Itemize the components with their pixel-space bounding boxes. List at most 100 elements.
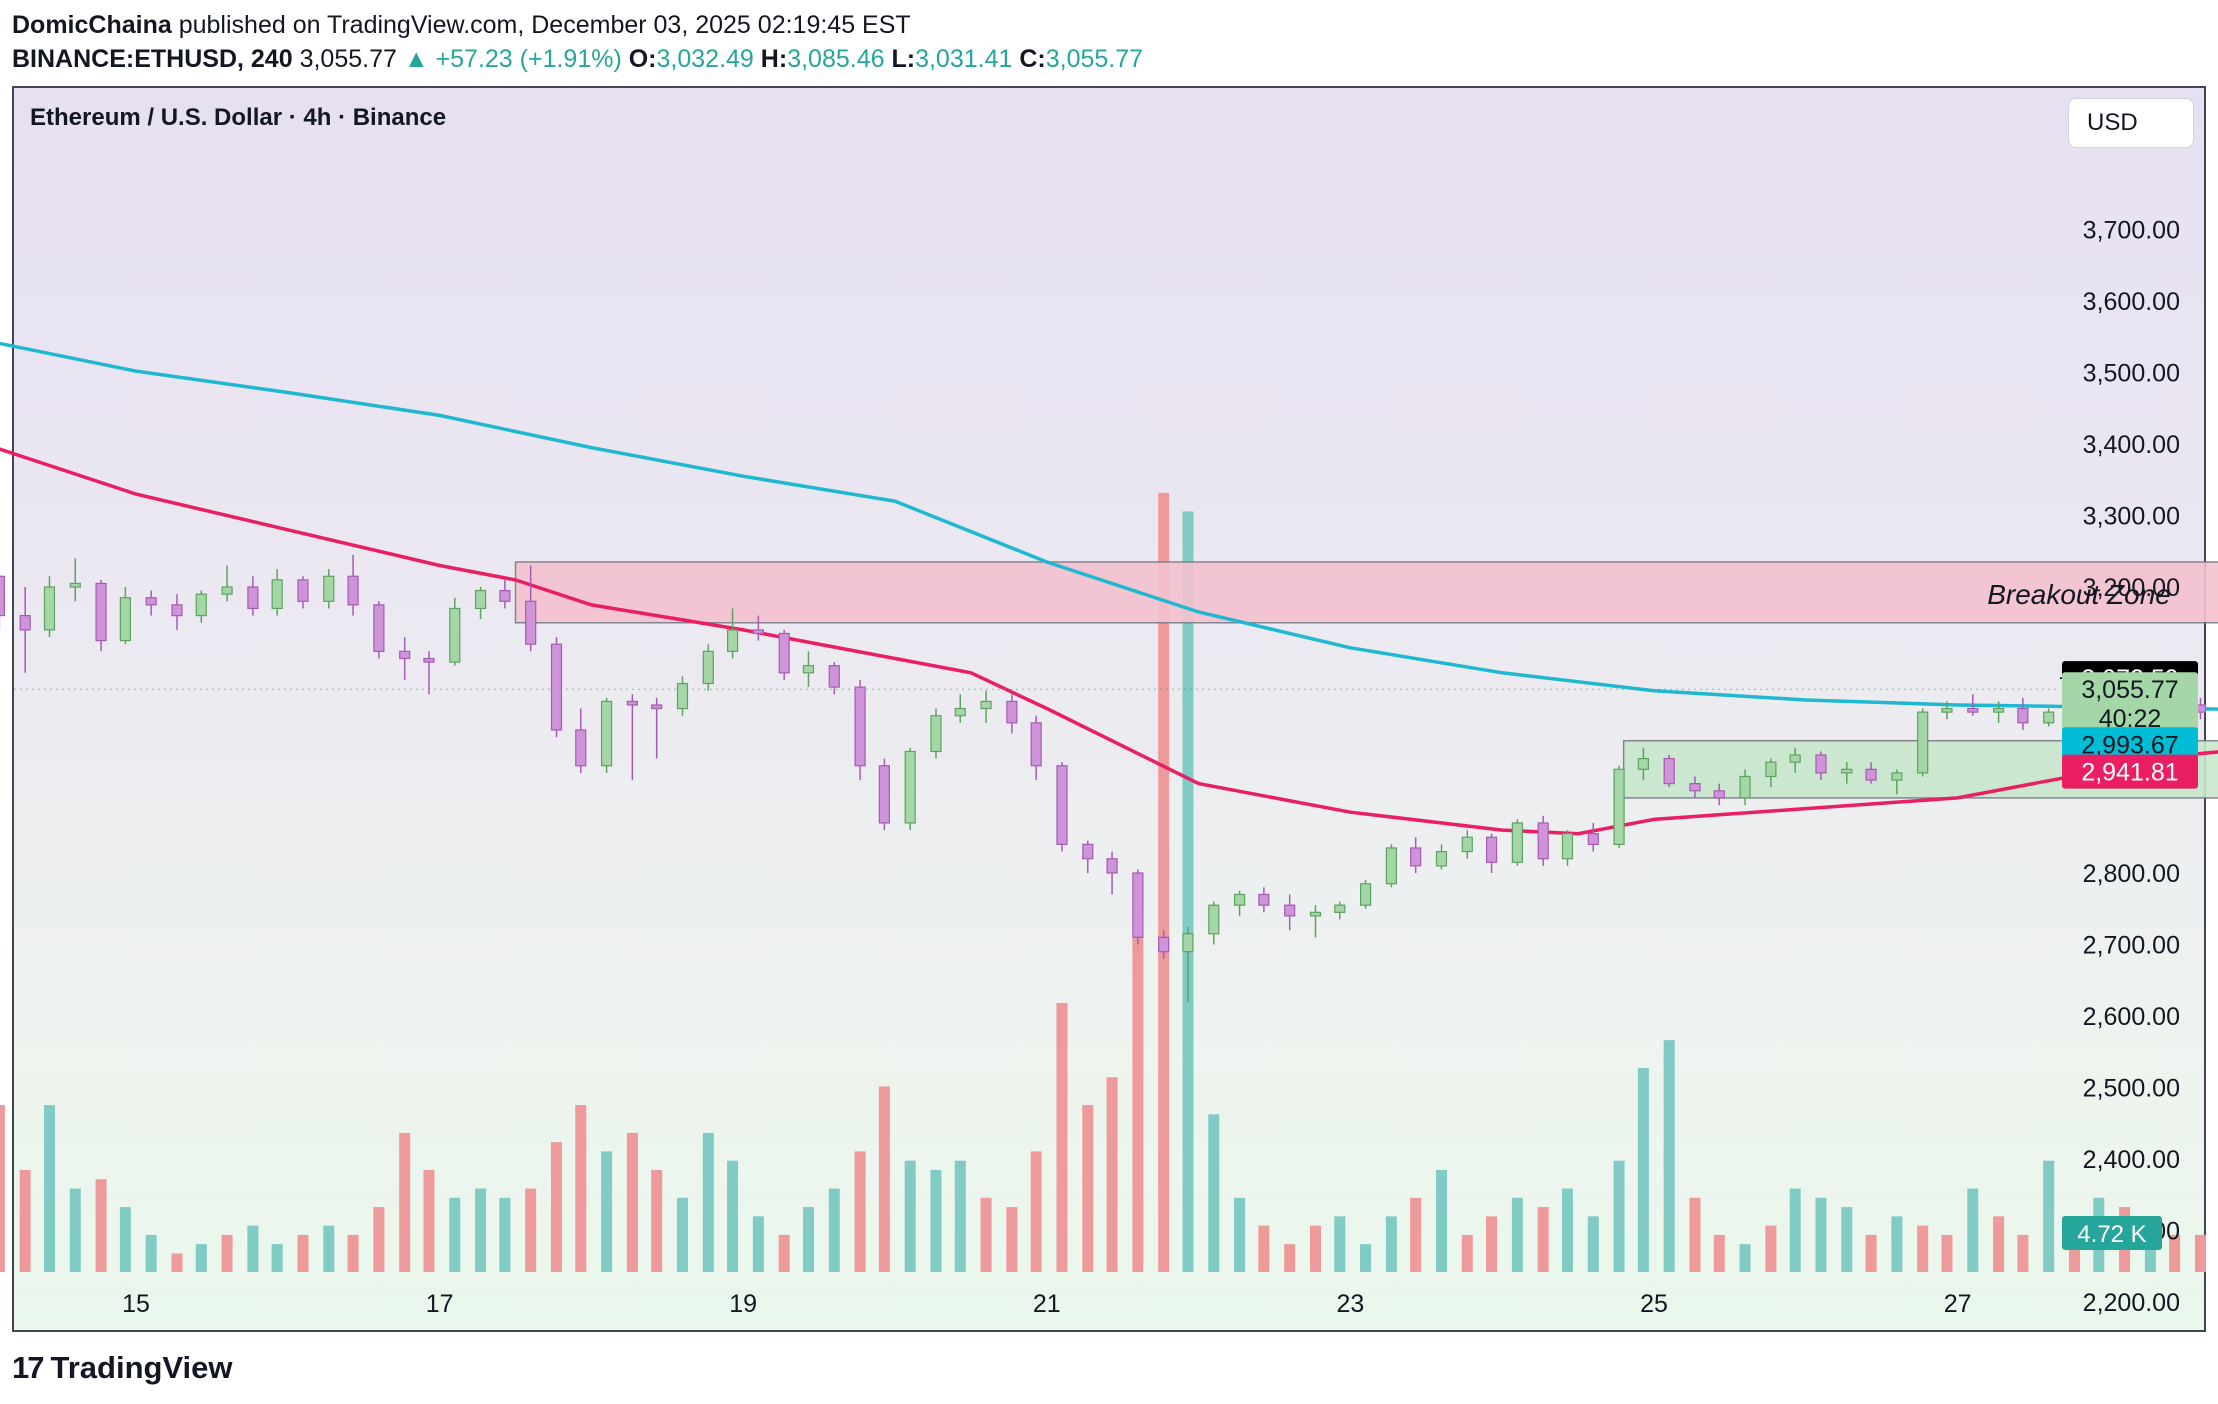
volume-bar — [930, 1169, 942, 1272]
volume-bar — [1663, 1040, 1675, 1272]
volume-bar — [1385, 1216, 1397, 1272]
volume-bar — [221, 1234, 233, 1272]
candle-body — [1485, 836, 1498, 863]
volume-bar — [575, 1105, 587, 1272]
candle-body — [954, 707, 966, 717]
volume-bar — [171, 1253, 183, 1272]
candle-body — [297, 579, 309, 602]
tradingview-footer[interactable]: 17 TradingView — [12, 1350, 233, 1386]
volume-bar — [19, 1169, 31, 1272]
volume-bar — [1841, 1207, 1853, 1272]
author-name[interactable]: DomicChaina — [12, 11, 172, 39]
candle-body — [323, 575, 335, 602]
volume-bar — [271, 1244, 283, 1272]
volume-bar — [1410, 1197, 1422, 1272]
candle-body — [1106, 858, 1118, 874]
low-label: L: — [891, 45, 916, 73]
last-price: 3,055.77 — [299, 45, 397, 73]
y-tick-label: 3,300.00 — [2083, 503, 2180, 531]
volume-bar — [69, 1188, 81, 1272]
volume-bar — [1537, 1207, 1549, 1272]
x-tick-label: 17 — [426, 1290, 454, 1318]
candle-body — [171, 604, 183, 617]
candle-body — [373, 604, 385, 652]
x-tick-label: 25 — [1640, 1290, 1668, 1318]
volume-bar — [1561, 1188, 1573, 1272]
candle-body — [575, 729, 587, 767]
candle-body — [19, 614, 31, 631]
candle-body — [878, 765, 890, 824]
ohlc-line: BINANCE:ETHUSD, 240 3,055.77 ▲ +57.23 (+… — [12, 42, 1143, 76]
high-value: 3,085.46 — [787, 45, 885, 73]
candle-body — [1461, 836, 1473, 853]
volume-bar — [297, 1234, 309, 1272]
volume-bar — [1941, 1234, 1953, 1272]
y-tick-label: 3,200.00 — [2083, 574, 2180, 602]
y-tick-label: 3,500.00 — [2083, 360, 2180, 388]
x-tick-label: 21 — [1033, 1290, 1061, 1318]
volume-bar — [651, 1169, 663, 1272]
candle-body — [802, 665, 815, 674]
candle-body — [1561, 833, 1574, 860]
candle-body — [1511, 822, 1523, 863]
volume-bar — [954, 1160, 966, 1272]
volume-bar — [195, 1244, 207, 1272]
volume-bar — [1511, 1197, 1523, 1272]
candle-body — [1765, 761, 1777, 778]
currency-button[interactable]: USD — [2068, 98, 2194, 148]
candle-body — [499, 589, 511, 602]
candle-body — [1789, 754, 1801, 763]
volume-bar — [1689, 1197, 1701, 1272]
candle-body — [1208, 904, 1220, 935]
volume-bar — [2194, 1234, 2206, 1272]
volume-bar — [778, 1234, 790, 1272]
y-tick-label: 2,400.00 — [2083, 1146, 2180, 1174]
volume-bar — [1309, 1225, 1321, 1272]
candle-body — [95, 582, 107, 642]
candle-body — [1637, 757, 1649, 770]
candle-body — [1865, 768, 1877, 781]
price-label-box — [2062, 754, 2198, 789]
volume-bar — [1435, 1169, 1447, 1272]
volume-bar — [475, 1188, 487, 1272]
candle-body — [525, 600, 537, 645]
volume-bar — [1158, 492, 1170, 1272]
candle-body — [1689, 783, 1701, 792]
volume-bar — [2169, 1234, 2181, 1272]
candle-body — [1891, 772, 1903, 781]
candle-body — [1917, 711, 1929, 774]
x-tick-label: 23 — [1336, 1290, 1364, 1318]
volume-bar — [1486, 1216, 1498, 1272]
volume-bar — [1789, 1188, 1801, 1272]
volume-bar — [449, 1197, 461, 1272]
volume-bar — [1993, 1216, 2005, 1272]
volume-bar — [0, 1105, 5, 1272]
candle-body — [1713, 790, 1725, 799]
candle-body — [828, 665, 840, 688]
volume-bar — [2017, 1234, 2029, 1272]
x-tick-label: 19 — [729, 1290, 757, 1318]
volume-bar — [1891, 1216, 1903, 1272]
volume-bar — [752, 1216, 764, 1272]
volume-bar — [878, 1086, 890, 1272]
ma-fast-line — [0, 447, 2218, 836]
volume-bar — [1208, 1114, 1220, 1272]
y-tick-label: 3,400.00 — [2083, 431, 2180, 459]
candle-body — [1158, 936, 1170, 953]
y-tick-label: 2,600.00 — [2083, 1003, 2180, 1031]
candle-body — [1359, 883, 1372, 906]
volume-bar — [499, 1197, 511, 1272]
high-label: H: — [760, 45, 788, 73]
candle-body — [221, 586, 233, 595]
candle-body — [0, 575, 5, 617]
price-change: ▲ +57.23 (+1.91%) — [403, 45, 622, 73]
volume-bar — [525, 1188, 537, 1272]
volume-bar — [1637, 1067, 1649, 1272]
candle-body — [676, 682, 689, 710]
open-value: 3,032.49 — [656, 45, 754, 73]
volume-bar — [1461, 1234, 1473, 1272]
y-tick-label: 3,700.00 — [2083, 217, 2180, 245]
volume-bar — [702, 1132, 714, 1272]
symbol-label: BINANCE:ETHUSD, 240 — [12, 45, 293, 73]
